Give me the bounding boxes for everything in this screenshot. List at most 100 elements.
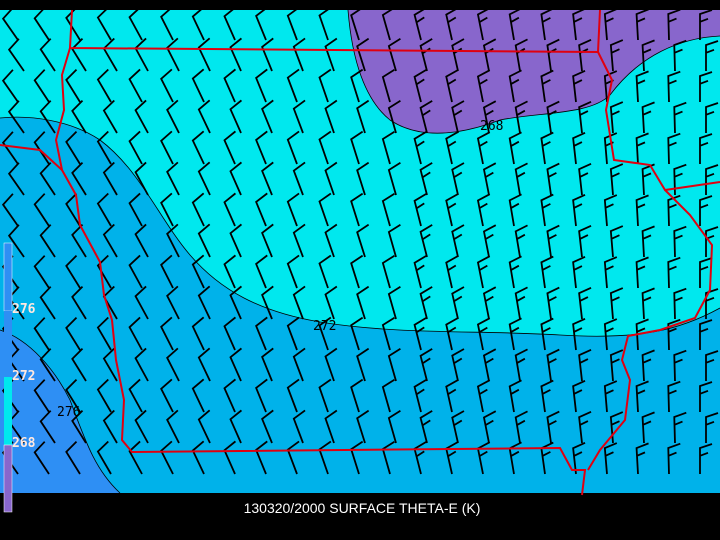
wind-barb: [166, 285, 180, 320]
wind-barb: [356, 347, 370, 382]
wind-barb: [705, 288, 719, 319]
wind-barb: [508, 193, 522, 227]
wind-barb: [197, 285, 211, 320]
wind-barb: [641, 101, 655, 134]
wind-barb: [381, 68, 395, 103]
wind-barb: [603, 256, 618, 289]
wind-barb: [286, 192, 300, 227]
wind-barb: [451, 348, 465, 382]
wind-barb: [546, 224, 560, 258]
wind-barb: [673, 349, 687, 382]
wind-barb: [128, 6, 143, 41]
wind-barb: [96, 440, 112, 475]
wind-barb: [381, 192, 395, 227]
wind-barb: [292, 409, 306, 444]
wind-barb: [134, 99, 149, 134]
wind-barb: [7, 38, 25, 72]
wind-barb: [476, 193, 491, 227]
wind-barb: [413, 255, 427, 289]
wind-barb: [102, 161, 118, 196]
wind-barb: [292, 161, 306, 196]
wind-barb: [540, 317, 554, 351]
wind-barb: [603, 318, 618, 351]
wind-barb: [33, 441, 50, 475]
wind-barb: [160, 192, 174, 227]
wind-barb: [578, 349, 592, 382]
wind-barb: [667, 8, 681, 41]
wind-barb: [356, 99, 370, 134]
wind-barb: [603, 380, 618, 413]
wind-barb: [324, 223, 338, 258]
wind-barb: [197, 347, 211, 382]
wind-barb: [635, 8, 649, 41]
wind-barb: [134, 285, 149, 320]
wind-barb: [191, 192, 205, 227]
wind-barb: [546, 162, 560, 196]
wind-barb: [261, 37, 274, 72]
wind-barbs: [1, 6, 719, 475]
wind-barb: [546, 410, 560, 444]
wind-barb: [324, 99, 338, 134]
wind-barb: [673, 411, 687, 444]
wind-barb: [578, 225, 592, 258]
wind-barb: [540, 69, 554, 103]
wind-barb: [635, 132, 649, 165]
wind-barb: [635, 442, 649, 475]
wind-barb: [445, 7, 459, 41]
wind-barb: [540, 193, 554, 227]
wind-barb: [197, 223, 211, 258]
wind-barb: [387, 99, 401, 134]
wind-barb: [699, 195, 713, 226]
wind-barb: [508, 7, 522, 41]
wind-barb: [482, 410, 497, 444]
wind-barb: [229, 37, 243, 72]
wind-barb: [255, 68, 268, 103]
wind-barb: [699, 443, 713, 474]
wind-barb: [286, 68, 300, 103]
wind-barb: [160, 6, 174, 41]
wind-barb: [33, 317, 50, 351]
wind-barb: [350, 6, 364, 41]
wind-barb: [673, 39, 687, 72]
wind-barb: [673, 101, 687, 134]
wind-barb: [33, 69, 50, 103]
wind-barb: [128, 68, 143, 103]
wind-barb: [572, 318, 586, 351]
wind-barb: [292, 285, 306, 320]
wind-barb: [324, 347, 338, 382]
wind-barb: [324, 37, 338, 72]
wind-barb: [134, 409, 149, 444]
wind-barb: [160, 254, 174, 289]
wind-barb: [356, 409, 370, 444]
wind-barb: [514, 410, 528, 444]
wind-barb: [261, 99, 274, 134]
wind-barb: [419, 348, 433, 382]
wind-barb: [1, 131, 19, 165]
wind-barb: [381, 6, 395, 41]
wind-barb: [134, 161, 149, 196]
wind-barb: [603, 194, 618, 227]
wind-barb: [540, 7, 554, 41]
wind-barb: [134, 223, 149, 258]
wind-barb: [699, 381, 713, 412]
wind-barb: [699, 319, 713, 350]
wind-barb: [255, 378, 268, 413]
wind-barb: [39, 100, 56, 134]
wind-barb: [419, 162, 433, 196]
wind-barb: [96, 6, 112, 41]
wind-barb: [482, 224, 497, 258]
wind-barb: [160, 378, 174, 413]
state-borders: [0, 9, 720, 496]
wind-barb: [166, 347, 180, 382]
wind-barb: [160, 68, 174, 103]
wind-barb: [699, 133, 713, 164]
wind-barb: [223, 130, 237, 165]
wind-barb: [255, 254, 268, 289]
wind-barb: [1, 193, 19, 227]
wind-barb: [318, 68, 332, 103]
wind-barb: [65, 130, 81, 165]
wind-barb: [381, 254, 395, 289]
wind-barb: [7, 224, 25, 258]
